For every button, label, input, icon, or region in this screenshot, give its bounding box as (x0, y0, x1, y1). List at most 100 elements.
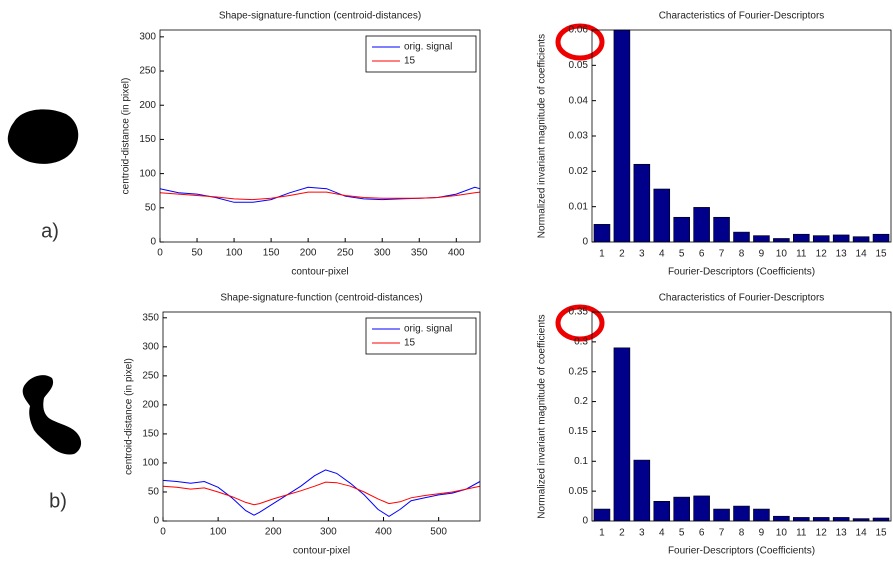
x-tick-label: 5 (679, 249, 685, 260)
shape-b (22, 375, 82, 455)
x-tick-label: 50 (191, 248, 203, 259)
x-tick-label: 14 (856, 528, 868, 539)
x-axis-label: contour-pixel (293, 546, 350, 557)
x-tick-label: 200 (300, 248, 317, 259)
x-tick-label: 3 (639, 249, 645, 260)
x-tick-label: 7 (719, 249, 725, 260)
x-tick-label: 12 (816, 249, 828, 260)
y-axis-label: centroid-distance (in pixel) (124, 358, 135, 475)
x-tick-label: 6 (699, 528, 705, 539)
x-tick-label: 12 (816, 528, 828, 539)
bar (613, 29, 631, 243)
bar (753, 508, 770, 522)
x-tick-label: 100 (210, 527, 227, 538)
legend-label: orig. signal (404, 42, 452, 53)
x-tick-label: 10 (776, 528, 788, 539)
panel-label: b) (49, 490, 67, 512)
y-tick-label: 0.02 (569, 166, 589, 177)
x-tick-label: 9 (759, 249, 765, 260)
bar (653, 188, 671, 243)
x-tick-label: 14 (856, 249, 868, 260)
legend-label: 15 (404, 56, 416, 67)
y-tick-label: 0.35 (569, 307, 589, 318)
chart-title: Characteristics of Fourier-Descriptors (659, 11, 825, 22)
legend-label: orig. signal (404, 324, 452, 335)
y-tick-label: 0.04 (569, 95, 589, 106)
legend-label: 15 (404, 338, 416, 349)
y-tick-label: 50 (148, 487, 160, 498)
highlight-circle (555, 304, 605, 342)
bar (693, 207, 710, 243)
x-tick-label: 15 (875, 249, 887, 260)
axes-frame (591, 311, 892, 522)
highlight-circle (555, 23, 605, 61)
bar (753, 235, 770, 243)
y-tick-label: 200 (142, 400, 159, 411)
x-tick-label: 4 (659, 528, 665, 539)
y-tick-label: 0 (150, 237, 156, 248)
x-tick-label: 2 (619, 528, 625, 539)
legend-box (365, 35, 477, 73)
bar (773, 238, 790, 243)
x-tick-label: 0 (160, 527, 166, 538)
panel-label: a) (41, 220, 59, 242)
bar (693, 495, 710, 522)
y-tick-label: 0.3 (574, 336, 588, 347)
x-tick-label: 2 (619, 249, 625, 260)
bar (832, 517, 850, 522)
chart-title: Shape-signature-function (centroid-dista… (219, 11, 421, 22)
x-tick-label: 400 (448, 248, 465, 259)
y-tick-label: 350 (142, 312, 159, 323)
bar (613, 347, 631, 522)
shape-a (7, 109, 79, 164)
x-tick-label: 200 (265, 527, 282, 538)
y-tick-label: 100 (139, 168, 156, 179)
bar (733, 505, 750, 522)
legend-box (365, 317, 477, 355)
x-tick-label: 9 (759, 528, 765, 539)
y-tick-label: 0.03 (569, 131, 589, 142)
x-axis-label: Fourier-Descriptors (Coefficients) (668, 546, 815, 557)
bar (633, 459, 651, 522)
bar (793, 233, 810, 243)
x-tick-label: 8 (739, 249, 745, 260)
y-tick-label: 300 (139, 31, 156, 42)
y-axis-label: centroid-distance (in pixel) (121, 78, 132, 195)
y-tick-label: 50 (145, 202, 157, 213)
y-tick-label: 0.01 (569, 201, 589, 212)
x-tick-label: 1 (599, 249, 605, 260)
y-tick-label: 0 (582, 516, 588, 527)
x-tick-label: 10 (776, 249, 788, 260)
y-tick-label: 0.05 (569, 60, 589, 71)
series-line (159, 186, 481, 203)
x-axis-label: contour-pixel (291, 267, 348, 278)
x-tick-label: 150 (263, 248, 280, 259)
y-axis-label: Normalized invariant magnitude of coeffi… (537, 34, 548, 238)
series-line (162, 481, 481, 506)
bar (793, 517, 810, 522)
y-tick-label: 0 (582, 237, 588, 248)
y-tick-label: 100 (142, 458, 159, 469)
y-tick-label: 0.2 (574, 396, 588, 407)
bar (812, 235, 830, 243)
x-tick-label: 1 (599, 528, 605, 539)
axes-frame (159, 29, 481, 243)
y-tick-label: 300 (142, 341, 159, 352)
bar (653, 500, 671, 522)
bar (852, 236, 870, 243)
y-tick-label: 250 (142, 371, 159, 382)
x-tick-label: 0 (157, 248, 163, 259)
x-tick-label: 5 (679, 528, 685, 539)
y-tick-label: 0.05 (569, 486, 589, 497)
bar (713, 508, 730, 522)
y-tick-label: 0.15 (569, 426, 589, 437)
x-tick-label: 400 (375, 527, 392, 538)
bar (593, 224, 611, 243)
axes-frame (162, 311, 481, 522)
bar (713, 216, 730, 243)
x-tick-label: 3 (639, 528, 645, 539)
axes-frame (591, 29, 892, 243)
bar (872, 233, 890, 243)
y-axis-label: Normalized invariant magnitude of coeffi… (537, 314, 548, 518)
